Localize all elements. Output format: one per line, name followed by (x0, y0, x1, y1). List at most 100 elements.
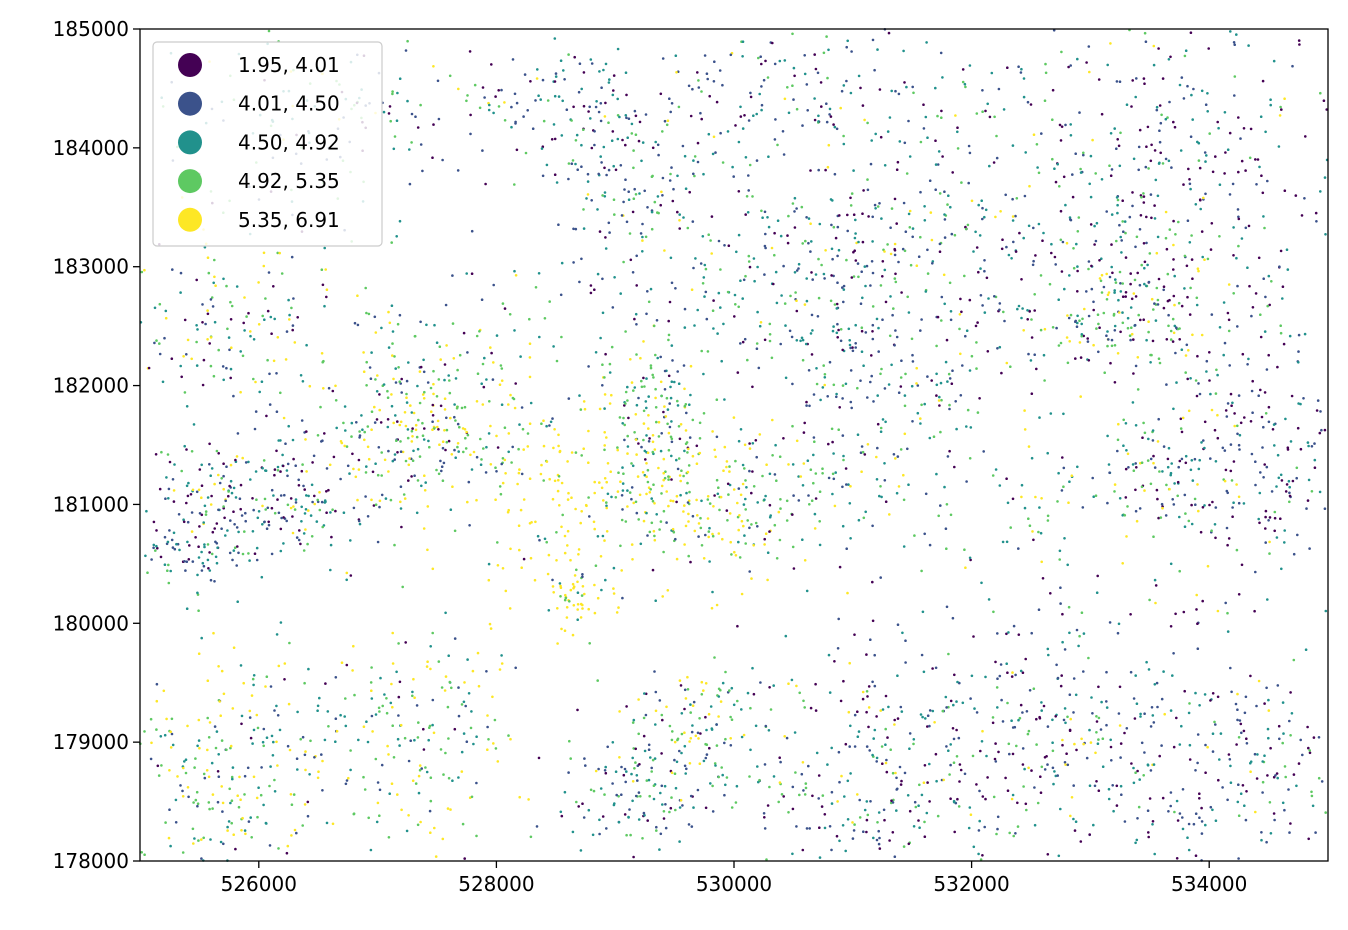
data-point (908, 311, 911, 314)
data-point (900, 376, 903, 379)
data-point (1077, 230, 1080, 233)
data-point (1110, 132, 1113, 135)
data-point (893, 723, 896, 726)
data-point (651, 228, 654, 231)
data-point (842, 301, 845, 304)
data-point (998, 88, 1001, 91)
data-point (554, 173, 557, 176)
data-point (1124, 232, 1127, 235)
data-point (414, 335, 417, 338)
data-point (602, 535, 605, 538)
data-point (903, 845, 906, 848)
data-point (375, 758, 378, 761)
data-point (488, 104, 491, 107)
data-point (352, 645, 355, 648)
data-point (224, 534, 227, 537)
data-point (952, 617, 955, 620)
data-point (841, 349, 844, 352)
data-point (209, 838, 212, 841)
data-point (193, 837, 196, 840)
data-point (879, 373, 882, 376)
data-point (1070, 134, 1073, 137)
data-point (1096, 591, 1099, 594)
data-point (649, 531, 652, 534)
data-point (321, 789, 324, 792)
data-point (386, 712, 389, 715)
data-point (1088, 260, 1091, 263)
data-point (831, 248, 834, 251)
data-point (532, 127, 535, 130)
data-point (750, 577, 753, 580)
data-point (629, 358, 632, 361)
data-point (369, 366, 372, 369)
data-point (917, 804, 920, 807)
data-point (1106, 64, 1109, 67)
data-point (223, 693, 226, 696)
data-point (1265, 510, 1268, 513)
data-point (560, 628, 563, 631)
data-point (906, 172, 909, 175)
data-point (350, 435, 353, 438)
data-point (1231, 479, 1234, 482)
data-point (1196, 297, 1199, 300)
data-point (1105, 671, 1108, 674)
data-point (432, 123, 435, 126)
data-point (1308, 547, 1311, 550)
data-point (888, 513, 891, 516)
data-point (514, 407, 517, 410)
data-point (972, 635, 975, 638)
data-point (162, 381, 165, 384)
data-point (857, 276, 860, 279)
data-point (769, 333, 772, 336)
data-point (653, 784, 656, 787)
data-point (299, 543, 302, 546)
data-point (1303, 197, 1306, 200)
data-point (645, 493, 648, 496)
data-point (811, 499, 814, 502)
data-point (1310, 791, 1313, 794)
data-point (208, 808, 211, 811)
data-point (249, 335, 252, 338)
data-point (1192, 88, 1195, 91)
data-point (1170, 462, 1173, 465)
data-point (996, 828, 999, 831)
data-point (489, 623, 492, 626)
data-point (509, 607, 512, 610)
data-point (1288, 492, 1291, 495)
data-point (825, 35, 828, 38)
data-point (789, 295, 792, 298)
data-point (168, 582, 171, 585)
data-point (755, 522, 758, 525)
data-point (821, 805, 824, 808)
data-point (521, 473, 524, 476)
data-point (976, 112, 979, 115)
data-point (252, 678, 255, 681)
data-point (670, 796, 673, 799)
data-point (208, 776, 211, 779)
data-point (842, 384, 845, 387)
data-point (270, 316, 273, 319)
data-point (1183, 287, 1186, 290)
data-point (884, 479, 887, 482)
data-point (959, 353, 962, 356)
data-point (1090, 223, 1093, 226)
data-point (712, 309, 715, 312)
data-point (1156, 706, 1159, 709)
data-point (208, 272, 211, 275)
data-point (894, 277, 897, 280)
data-point (456, 406, 459, 409)
data-point (305, 430, 308, 433)
data-point (1088, 183, 1091, 186)
data-point (247, 552, 250, 555)
data-point (1238, 593, 1241, 596)
data-point (1198, 142, 1201, 145)
data-point (995, 760, 998, 763)
data-point (618, 821, 621, 824)
data-point (1105, 210, 1108, 213)
data-point (564, 594, 567, 597)
data-point (895, 809, 898, 812)
data-point (1197, 647, 1200, 650)
data-point (429, 645, 432, 648)
data-point (1263, 227, 1266, 230)
data-point (163, 337, 166, 340)
